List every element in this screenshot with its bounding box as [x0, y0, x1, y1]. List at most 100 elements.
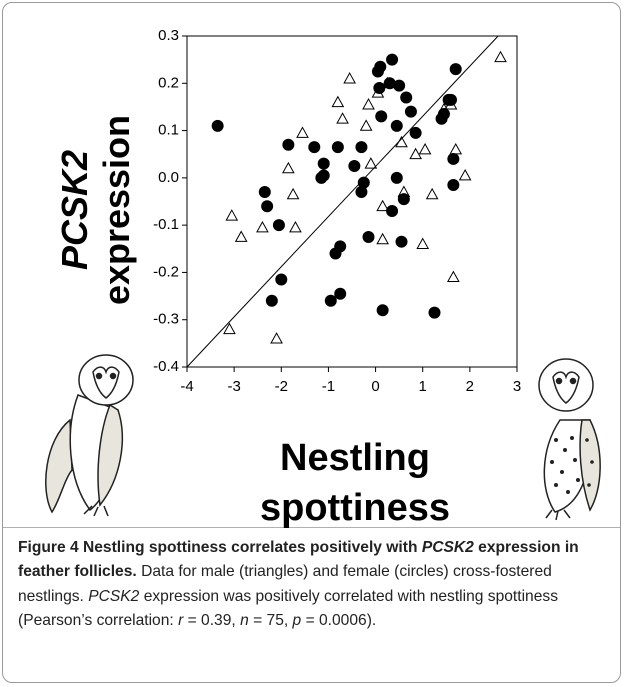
point-circle	[376, 304, 389, 317]
y-tick-label: 0.2	[158, 74, 179, 91]
x-tick-label: 3	[513, 378, 521, 395]
caption-text: Figure 4 Nestling spottiness correlates …	[18, 539, 422, 556]
point-circle	[308, 141, 321, 154]
point-triangle	[447, 270, 460, 283]
y-tick-label: 0.1	[158, 122, 179, 139]
plot-area	[186, 35, 518, 368]
point-circle	[374, 60, 387, 73]
point-triangle	[343, 72, 356, 84]
x-axis-title: Nestling	[280, 437, 430, 479]
point-triangle	[336, 112, 349, 124]
point-circle	[373, 82, 386, 95]
point-triangle	[256, 220, 269, 233]
point-circle	[447, 152, 460, 165]
point-circle	[272, 219, 285, 232]
point-circle	[317, 169, 330, 182]
point-circle	[386, 53, 399, 66]
point-circle	[447, 178, 460, 191]
y-tick-label: -0.2	[153, 263, 179, 280]
point-circle	[404, 105, 417, 118]
y-tick-label: -0.4	[153, 358, 179, 375]
x-axis-title: spottiness	[260, 487, 450, 529]
point-triangle	[376, 232, 389, 245]
point-triangle	[234, 230, 248, 242]
y-tick-label: 0.0	[158, 169, 179, 186]
caption-text: expression was positively correlated wit…	[18, 587, 558, 630]
point-triangle	[458, 168, 472, 181]
chart: -0.4 -0.3 -0.2 -0.1 0.0 0.1 0.2 0.3 -4 -3 -2 -1 0 1 2 3…	[45, 27, 601, 529]
point-triangle	[289, 220, 302, 233]
point-triangle	[270, 332, 283, 344]
caption-text: = 75,	[248, 612, 293, 630]
y-axis-title-line: expression	[96, 115, 137, 305]
y-tick-label: -0.3	[153, 311, 179, 328]
point-circle	[324, 294, 337, 307]
y-tick-label: -0.1	[153, 216, 179, 233]
caption-text: r	[178, 612, 184, 630]
point-triangle	[409, 147, 422, 160]
point-circle	[357, 176, 370, 189]
point-circle	[261, 200, 274, 213]
point-circle	[437, 108, 450, 121]
point-circle	[390, 119, 403, 132]
point-triangle	[418, 142, 432, 155]
point-circle	[362, 230, 375, 243]
caption-text: p	[292, 612, 302, 630]
caption-text: n	[240, 612, 249, 630]
point-circle	[397, 193, 410, 206]
point-circle	[409, 126, 422, 139]
caption-text: Data for male (triangles) and female (ci…	[18, 563, 552, 605]
caption-text: = 0.0006).	[301, 612, 377, 630]
point-circle	[390, 171, 403, 184]
point-circle	[258, 186, 271, 199]
point-circle	[355, 141, 368, 154]
point-triangle	[223, 322, 236, 335]
separator	[3, 527, 620, 528]
y-axis-title: PCSK2expression	[54, 115, 137, 305]
x-tick-label: -1	[322, 378, 335, 395]
point-circle	[265, 294, 278, 307]
point-circle	[383, 77, 396, 90]
point-circle	[331, 141, 344, 154]
point-triangle	[376, 199, 389, 212]
point-circle	[334, 287, 347, 300]
point-circle	[445, 93, 457, 106]
point-circle	[386, 204, 399, 217]
x-tick-label: 2	[466, 378, 474, 395]
point-triangle	[364, 157, 378, 169]
point-triangle	[225, 209, 239, 221]
fit-line	[186, 35, 499, 368]
caption: Figure 4 Nestling spottiness correlates …	[18, 536, 616, 634]
point-triangle	[416, 237, 430, 249]
point-circle	[395, 235, 408, 248]
point-triangle	[286, 187, 300, 200]
x-tick-label: 0	[371, 378, 379, 395]
point-triangle	[282, 161, 295, 174]
point-circle	[400, 91, 413, 104]
point-triangle	[362, 98, 375, 110]
x-tick-label: -2	[275, 378, 288, 395]
point-triangle	[425, 187, 439, 200]
point-circle	[275, 273, 288, 286]
point-circle	[355, 186, 368, 199]
x-tick-label: -3	[227, 378, 240, 395]
caption-text: PCSK2	[88, 587, 140, 605]
point-circle	[375, 110, 388, 123]
caption-text: = 0.39,	[183, 612, 241, 630]
point-triangle	[331, 95, 345, 108]
point-triangle	[494, 50, 507, 63]
point-circle	[317, 157, 330, 170]
y-axis-title-line: PCSK2	[54, 150, 95, 270]
point-circle	[449, 63, 462, 76]
point-triangle	[359, 119, 373, 131]
point-circle	[211, 119, 224, 132]
owl-left	[45, 354, 134, 517]
point-triangle	[395, 135, 408, 148]
x-tick-label: -4	[180, 378, 193, 395]
point-triangle	[449, 142, 463, 155]
y-tick-label: 0.3	[158, 27, 179, 44]
point-triangle	[296, 126, 309, 138]
x-tick-label: 1	[419, 378, 427, 395]
